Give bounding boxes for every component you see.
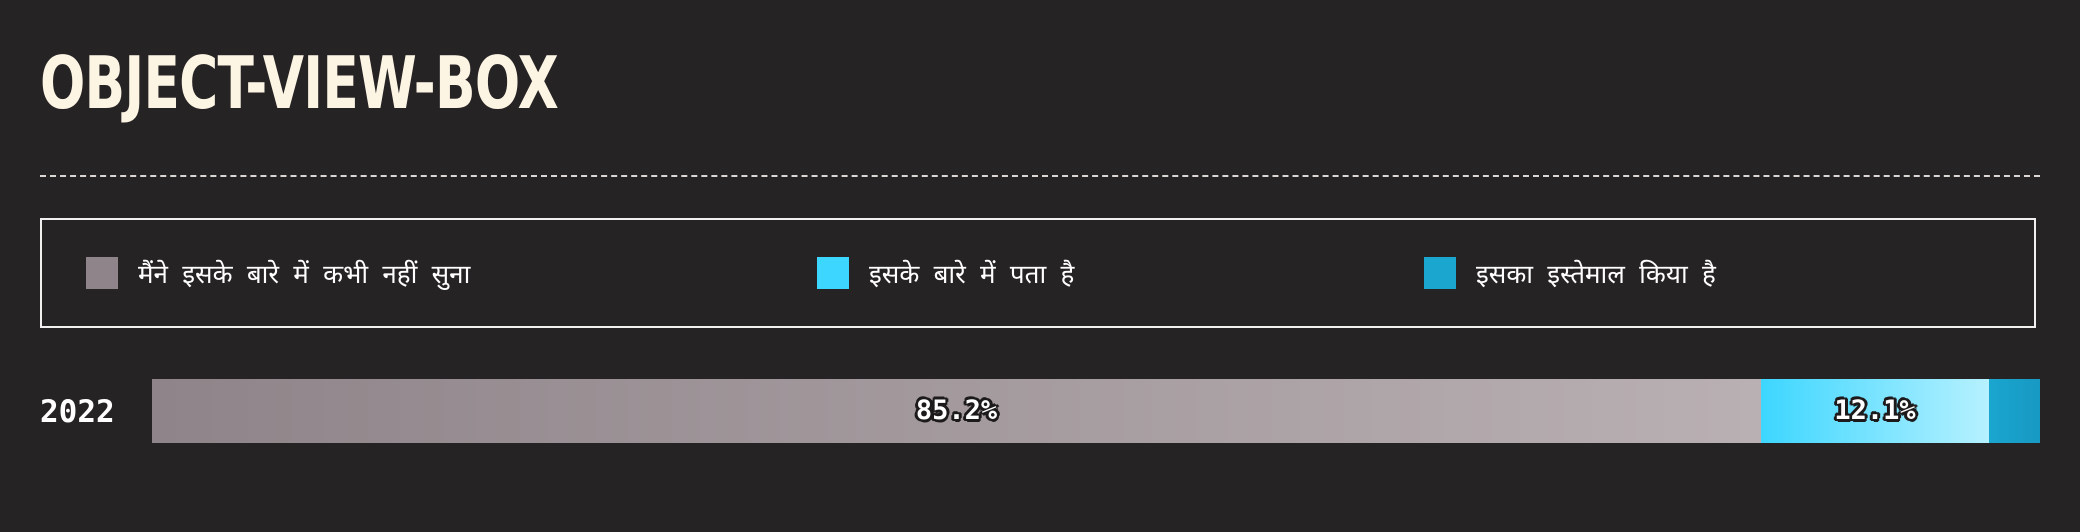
legend-item-know-about: इसके बारे में पता है [817, 220, 1074, 326]
bar-segment-have-used [1989, 379, 2040, 443]
legend-swatch-never-heard [86, 257, 118, 289]
data-label-know-about: 12.1% [1834, 395, 1916, 426]
data-label-never-heard: 85.2% [915, 395, 998, 426]
legend-swatch-have-used [1424, 257, 1456, 289]
bar-segment-never-heard [152, 379, 1761, 443]
legend-swatch-know-about [817, 257, 849, 289]
legend: मैंने इसके बारे में कभी नहीं सुना इसके ब… [40, 218, 2036, 328]
legend-label-never-heard: मैंने इसके बारे में कभी नहीं सुना [138, 260, 471, 290]
legend-label-have-used: इसका इस्तेमाल किया है [1476, 260, 1716, 290]
chart-title: OBJECT-VIEW-BOX [40, 41, 559, 125]
stacked-bar-2022: 85.2% 12.1% [152, 379, 2040, 443]
title-divider [40, 175, 2040, 177]
bar-segment-know-about [1761, 379, 1989, 443]
category-label-2022: 2022 [40, 394, 115, 430]
legend-item-never-heard: मैंने इसके बारे में कभी नहीं सुना [86, 220, 470, 326]
legend-item-have-used: इसका इस्तेमाल किया है [1424, 220, 1716, 326]
legend-label-know-about: इसके बारे में पता है [869, 260, 1075, 290]
